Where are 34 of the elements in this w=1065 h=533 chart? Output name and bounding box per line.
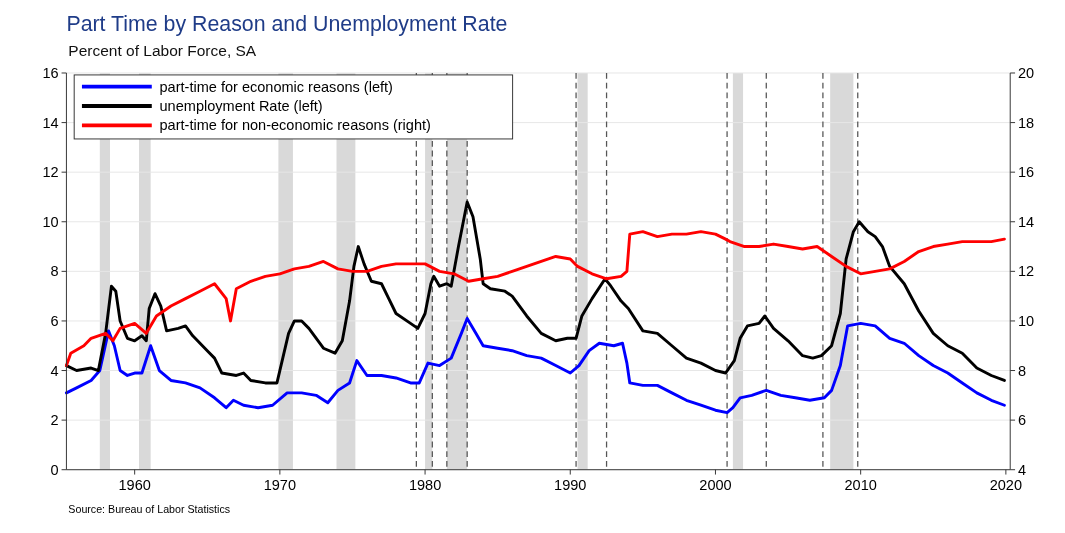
source-note: Source: Bureau of Labor Statistics <box>68 503 231 516</box>
y2-tick-label: 8 <box>1017 362 1027 379</box>
line-series <box>64 200 1006 385</box>
y2-tick-label: 16 <box>1017 164 1035 181</box>
y2-tick-label: 6 <box>1017 412 1027 429</box>
chart-subtitle: Percent of Labor Force, SA <box>68 42 257 60</box>
line-series <box>64 317 1006 415</box>
x-tick-label: 2010 <box>844 477 877 494</box>
y-tick-label: 16 <box>42 65 59 82</box>
y-tick-label: 12 <box>42 164 59 181</box>
y-tick-label: 0 <box>50 461 59 478</box>
x-tick-label: 1980 <box>408 477 442 494</box>
y2-tick-label: 18 <box>1017 114 1035 131</box>
y-tick-label: 6 <box>50 313 59 330</box>
y2-tick-label: 4 <box>1017 461 1027 478</box>
legend-label: part-time for non-economic reasons (right) <box>159 117 431 134</box>
line-series <box>64 230 1006 368</box>
legend-label: part-time for economic reasons (left) <box>159 78 393 95</box>
x-tick-label: 1960 <box>118 477 151 494</box>
y-tick-label: 8 <box>50 263 59 280</box>
y-tick-label: 14 <box>42 114 59 131</box>
x-tick-label: 2020 <box>989 477 1023 494</box>
y-tick-label: 10 <box>42 213 59 230</box>
y2-tick-label: 20 <box>1017 65 1035 82</box>
x-tick-label: 2000 <box>699 477 732 494</box>
y2-tick-label: 14 <box>1017 213 1035 230</box>
y-tick-label: 4 <box>50 362 59 379</box>
y-tick-label: 2 <box>50 412 59 429</box>
x-tick-label: 1970 <box>263 477 297 494</box>
y2-tick-label: 12 <box>1017 263 1035 280</box>
legend-label: unemployment Rate (left) <box>159 98 323 115</box>
y2-tick-label: 10 <box>1017 313 1035 330</box>
chart-title: Part Time by Reason and Unemployment Rate <box>66 12 508 37</box>
x-tick-label: 1990 <box>554 477 587 494</box>
